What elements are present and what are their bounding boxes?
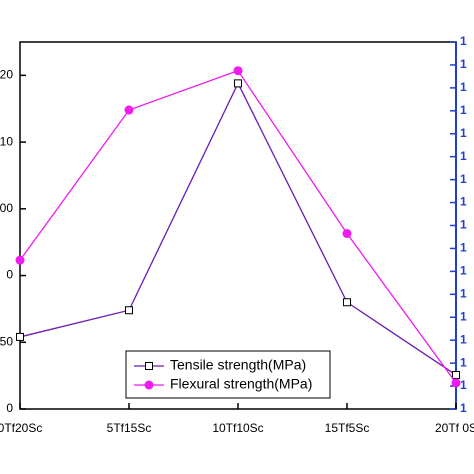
legend-marker [144, 380, 154, 390]
y2-tick-label: 1 [460, 34, 467, 48]
y2-tick-label: 1 [460, 401, 467, 415]
y-tick-label: 10 [0, 134, 13, 148]
y2-tick-label: 1 [460, 195, 467, 209]
point [343, 298, 351, 307]
y2-tick-label: 1 [460, 378, 467, 392]
legend-label: Flexural strength(MPa) [170, 376, 312, 392]
point [451, 378, 461, 388]
y2-tick-label: 1 [460, 264, 467, 278]
legend-marker [145, 362, 153, 370]
y-tick-label: 0 [6, 268, 13, 282]
legend-box [125, 350, 331, 399]
y2-tick-label: 1 [460, 332, 467, 346]
y2-tick-label: 1 [460, 57, 467, 71]
legend-label: Tensile strength(MPa) [170, 357, 306, 373]
point [233, 66, 243, 76]
x-tick-label: 10Tf10Sc [212, 421, 263, 435]
y2-tick-label: 1 [460, 80, 467, 94]
y2-tick-label: 1 [460, 126, 467, 140]
y2-tick-label: 1 [460, 103, 467, 117]
line [19, 81, 457, 376]
point [124, 105, 134, 115]
x-tick-label: 0Tf20Sc [0, 421, 42, 435]
y2-tick-label: 1 [460, 355, 467, 369]
y2-tick-label: 1 [460, 286, 467, 300]
x-tick-label: 15Tf5Sc [325, 421, 370, 435]
point [15, 255, 25, 265]
y-tick-label: 20 [0, 68, 13, 82]
y2-tick-label: 1 [460, 241, 467, 255]
point [125, 306, 133, 315]
y2-tick-label: 1 [460, 149, 467, 163]
series [15, 66, 461, 388]
x-tick-label: 20Tf 0S [435, 421, 474, 435]
y2-tick-label: 1 [460, 172, 467, 186]
y-tick-label: 00 [0, 201, 13, 215]
point [342, 229, 352, 239]
y-tick-label: 50 [0, 334, 13, 348]
line [19, 69, 457, 384]
point [452, 370, 460, 379]
point [234, 79, 242, 88]
series [16, 79, 460, 379]
y-tick-label: 0 [6, 401, 13, 415]
x-tick-label: 5Tf15Sc [107, 421, 152, 435]
y2-tick-label: 1 [460, 218, 467, 232]
y2-tick-label: 1 [460, 309, 467, 323]
point [16, 332, 24, 341]
legend: Tensile strength(MPa) Flexural strength(M… [125, 350, 331, 399]
